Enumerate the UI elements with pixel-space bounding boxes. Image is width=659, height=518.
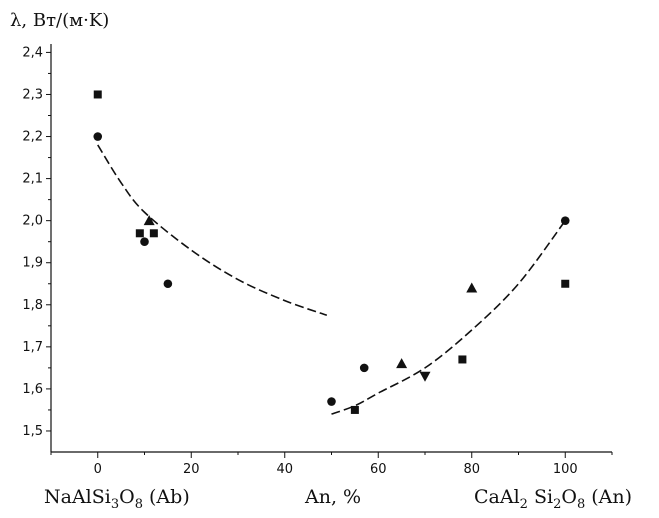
y-tick-label: 2,1: [22, 172, 43, 187]
x-tick-label: 20: [183, 462, 200, 477]
y-tick-label: 1,5: [22, 424, 43, 439]
data-point-circle: [560, 216, 570, 225]
data-point-circle: [93, 132, 103, 141]
y-tick-label: 2,3: [22, 87, 43, 102]
x-tick-label: 80: [463, 462, 480, 477]
y-tick-label: 1,9: [22, 256, 43, 271]
data-point-square: [458, 355, 467, 364]
y-tick-label: 1,8: [22, 298, 43, 313]
x-tick-label: 60: [370, 462, 387, 477]
data-points: [93, 90, 570, 414]
data-point-square: [350, 405, 359, 414]
x-endmember-left-label: NaAlSi3O8 (Ab): [44, 486, 190, 512]
x-endmember-right-label: CaAl2 Si2O8 (An): [474, 486, 633, 512]
y-tick-label: 1,6: [22, 382, 43, 397]
data-point-square: [93, 90, 102, 99]
data-point-triangle-down: [419, 371, 431, 382]
data-point-circle: [327, 397, 336, 406]
data-point-square: [135, 229, 144, 238]
trend-line: [331, 220, 566, 415]
axes: 1,5 1,6 1,7 1,8 1,9 2,0 2,1 2,2 2,3 2,4 0 20 40 60 80 1…: [22, 44, 613, 477]
data-point-circle: [140, 237, 149, 246]
y-tick-label: 2,4: [22, 45, 43, 60]
data-point-triangle-up: [143, 215, 155, 226]
data-point-circle: [163, 279, 173, 289]
y-tick-label: 1,7: [22, 340, 43, 355]
data-point-circle: [359, 363, 369, 373]
y-tick-label: 2,2: [22, 130, 43, 145]
data-point-triangle-up: [396, 358, 408, 369]
y-tick-label: 2,0: [22, 214, 43, 229]
data-point-square: [561, 279, 570, 288]
x-tick-label: 0: [94, 462, 102, 477]
data-point-square: [149, 229, 158, 238]
trend-lines: [97, 144, 566, 415]
data-point-triangle-up: [466, 282, 478, 293]
x-tick-label: 40: [276, 462, 293, 477]
y-axis-label: λ, Вт/(м·K): [10, 10, 109, 31]
trend-line: [97, 144, 328, 317]
x-tick-label: 100: [553, 462, 578, 477]
x-axis-label: An, %: [305, 486, 362, 508]
